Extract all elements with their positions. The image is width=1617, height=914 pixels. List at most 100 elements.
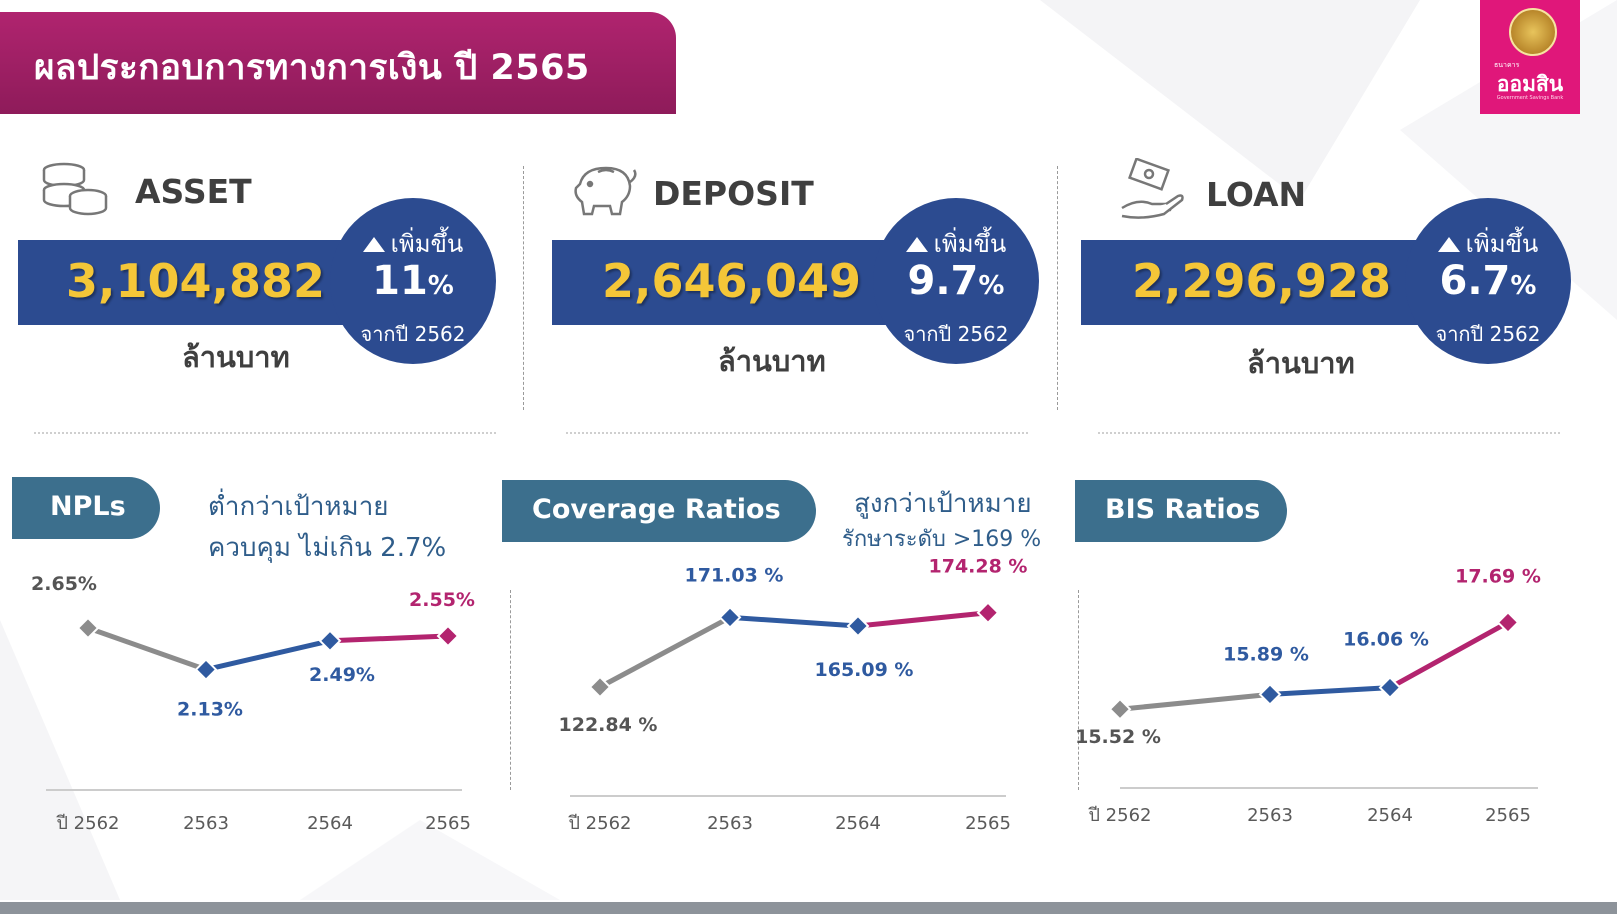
series-line-segment	[1117, 691, 1273, 712]
hand-money-icon	[1121, 158, 1184, 219]
series-line-segment	[327, 633, 451, 644]
divider	[523, 166, 524, 410]
data-label: 122.84 %	[559, 714, 658, 736]
x-tick-label: 2564	[1367, 805, 1413, 826]
divider	[34, 432, 496, 434]
asset-growth-from: จากปี 2562	[360, 322, 466, 346]
loan-value: 2,296,928	[1132, 254, 1391, 308]
data-point-marker	[318, 629, 342, 653]
x-tick-label: 2563	[707, 813, 753, 834]
deposit-label: DEPOSIT	[653, 174, 814, 213]
divider	[566, 432, 1028, 434]
deposit-growth-from: จากปี 2562	[903, 322, 1009, 346]
series-line-segment	[85, 625, 209, 673]
logo-small-text: ธนาคาร	[1494, 61, 1520, 69]
loan-label: LOAN	[1206, 175, 1307, 214]
data-label: 2.65%	[31, 573, 97, 595]
footer-bar	[0, 902, 1617, 914]
data-point-marker	[76, 616, 100, 640]
asset-growth-pct: 11	[372, 258, 428, 304]
loan-unit: ล้านบาท	[1247, 346, 1355, 380]
piggy-bank-icon	[574, 166, 637, 216]
x-tick-label: 2564	[307, 813, 353, 834]
series-line-segment	[1387, 619, 1511, 691]
page-title-bar: ผลประกอบการทางการเงิน ปี 2565	[0, 12, 676, 114]
data-point-marker	[976, 601, 1000, 625]
loan-growth-from: จากปี 2562	[1435, 322, 1541, 346]
divider	[510, 590, 511, 790]
data-label: 174.28 %	[929, 556, 1028, 578]
series-line-segment	[855, 610, 991, 629]
x-tick-label: ปี 2562	[56, 813, 119, 834]
data-point-marker	[1258, 682, 1282, 706]
loan-increase-text: เพิ่มขึ้น	[1465, 230, 1539, 258]
divider	[1078, 590, 1079, 790]
data-label: 15.89 %	[1223, 643, 1309, 665]
loan-growth-pct: 6.7	[1439, 258, 1511, 304]
data-point-marker	[588, 675, 612, 699]
deposit-growth-badge: เพิ่มขึ้น 9.7% จากปี 2562	[873, 198, 1039, 364]
series-line-segment	[1267, 685, 1393, 697]
deposit-value: 2,646,049	[602, 254, 861, 308]
npls-tab-label: NPLs	[50, 491, 126, 522]
tab-coverage-ratios: Coverage Ratios	[502, 480, 816, 542]
deposit-increase-text: เพิ่มขึ้น	[933, 230, 1007, 258]
x-tick-label: ปี 2562	[1088, 805, 1151, 826]
asset-growth-badge: เพิ่มขึ้น 11% จากปี 2562	[330, 198, 496, 364]
data-label: 16.06 %	[1343, 629, 1429, 651]
logo-english-name: Government Savings Bank	[1496, 95, 1564, 101]
deposit-value-band	[552, 240, 912, 325]
up-triangle-icon	[905, 237, 928, 252]
logo-name: ออมสิน	[1496, 72, 1564, 96]
npls-note-line2: ควบคุม ไม่เกิน 2.7%	[208, 533, 447, 563]
data-point-marker	[846, 614, 870, 638]
data-label: 2.49%	[309, 664, 375, 686]
page-title: ผลประกอบการทางการเงิน ปี 2565	[34, 48, 590, 88]
seal-icon	[1509, 8, 1557, 56]
data-point-marker	[194, 658, 218, 682]
tab-npls: NPLs	[12, 477, 160, 539]
divider	[1057, 166, 1058, 410]
deposit-unit: ล้านบาท	[718, 344, 826, 378]
asset-increase-text: เพิ่มขึ้น	[390, 230, 464, 258]
asset-growth-pct-sign: %	[427, 271, 454, 301]
asset-value-band	[18, 240, 388, 325]
data-label: 2.13%	[177, 699, 243, 721]
data-label: 165.09 %	[815, 659, 914, 681]
data-label: 171.03 %	[685, 564, 784, 586]
asset-unit: ล้านบาท	[182, 340, 290, 374]
coins-icon	[42, 162, 108, 216]
data-point-marker	[436, 624, 460, 648]
coverage-note-line2: รักษาระดับ >169 %	[842, 527, 1042, 552]
deposit-growth-pct-sign: %	[978, 271, 1005, 301]
coverage-note-line1: สูงกว่าเป้าหมาย	[854, 489, 1032, 519]
tab-bis-ratios: BIS Ratios	[1075, 480, 1287, 542]
up-triangle-icon	[1437, 237, 1460, 252]
data-label: 15.52 %	[1075, 726, 1161, 748]
x-tick-label: 2563	[1247, 805, 1293, 826]
x-tick-label: 2565	[965, 813, 1011, 834]
x-tick-label: ปี 2562	[568, 813, 631, 834]
x-tick-label: 2563	[183, 813, 229, 834]
data-point-marker	[1108, 697, 1132, 721]
bis-tab-label: BIS Ratios	[1105, 494, 1261, 525]
asset-value: 3,104,882	[66, 254, 325, 308]
loan-value-band	[1081, 240, 1441, 325]
data-point-marker	[1378, 676, 1402, 700]
series-line-segment	[597, 614, 733, 690]
data-point-marker	[1496, 610, 1520, 634]
x-tick-label: 2565	[1485, 805, 1531, 826]
deposit-growth-pct: 9.7	[907, 258, 979, 304]
x-tick-label: 2565	[425, 813, 471, 834]
divider	[1098, 432, 1560, 434]
coverage-tab-label: Coverage Ratios	[532, 494, 781, 525]
series-line-segment	[203, 638, 333, 673]
series-line-segment	[727, 614, 861, 629]
x-tick-label: 2564	[835, 813, 881, 834]
loan-growth-pct-sign: %	[1510, 271, 1537, 301]
npls-note-line1: ต่ำกว่าเป้าหมาย	[208, 492, 389, 522]
asset-label: ASSET	[135, 172, 252, 211]
data-label: 2.55%	[409, 589, 475, 611]
